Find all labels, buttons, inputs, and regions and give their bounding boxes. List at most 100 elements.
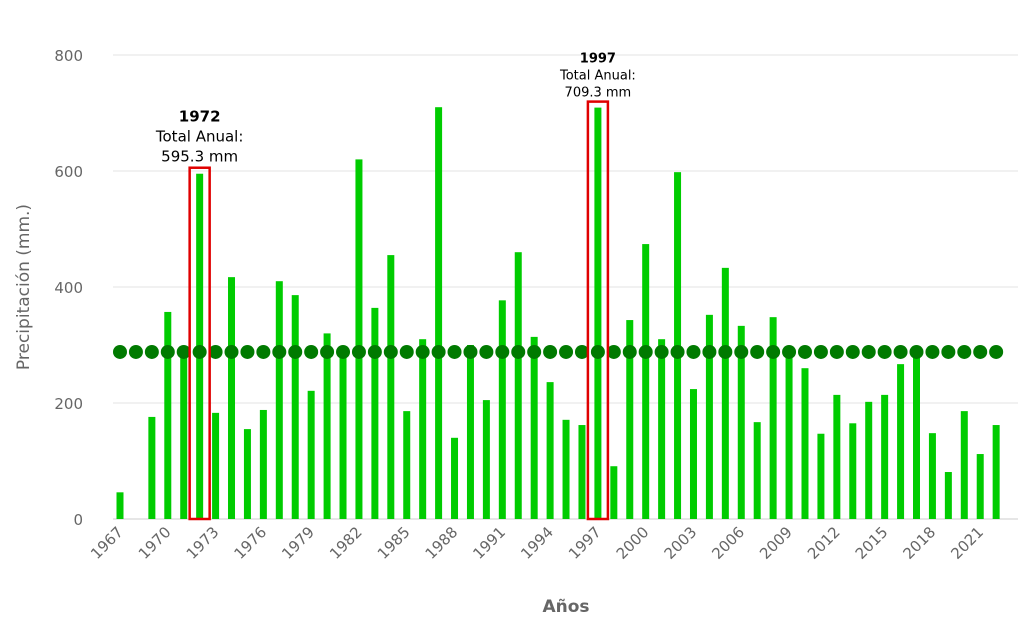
bar-2007 [753, 422, 761, 519]
x-tick-label: 2003 [661, 523, 701, 563]
average-marker [351, 344, 366, 359]
y-tick-label: 800 [54, 47, 83, 65]
bar-2003 [689, 389, 697, 519]
average-marker [654, 344, 669, 359]
bar-1997 [594, 107, 602, 519]
bar-1994 [546, 382, 554, 519]
y-tick-label: 600 [54, 163, 83, 181]
x-tick-label: 1976 [230, 523, 270, 563]
average-marker [590, 344, 605, 359]
annotation-year: 1997 [580, 52, 616, 67]
bar-2000 [642, 244, 650, 519]
bar-2021 [976, 454, 984, 519]
bar-1999 [626, 320, 634, 519]
bar-1971 [180, 353, 188, 519]
average-marker [941, 344, 956, 359]
x-tick-label: 2000 [613, 523, 653, 563]
bar-2015 [881, 394, 889, 519]
bar-2009 [785, 353, 793, 519]
bar-1970 [164, 311, 172, 519]
bar-1989 [466, 345, 474, 519]
average-marker [766, 344, 781, 359]
bar-2010 [801, 368, 809, 519]
average-marker [176, 344, 191, 359]
average-marker [320, 344, 335, 359]
average-marker [559, 344, 574, 359]
average-marker [447, 344, 462, 359]
bar-2014 [865, 401, 873, 519]
y-axis-ticks: 0 200 400 600 800 [54, 47, 83, 529]
average-marker [622, 344, 637, 359]
average-marker [702, 344, 717, 359]
average-marker [288, 344, 303, 359]
average-marker [989, 344, 1004, 359]
bar-1993 [530, 336, 538, 519]
y-tick-label: 200 [54, 395, 83, 413]
average-marker [845, 344, 860, 359]
average-marker [957, 344, 972, 359]
average-marker [829, 344, 844, 359]
bar-1981 [339, 356, 347, 519]
average-marker [527, 344, 542, 359]
average-marker [638, 344, 653, 359]
bar-2022 [992, 425, 1000, 519]
bar-2012 [833, 394, 841, 519]
bar-1975 [243, 429, 251, 519]
annotations: 1972 Total Anual: 595.3 mm 1997 Total Anual:… [155, 52, 636, 521]
average-marker [909, 344, 924, 359]
bar-2020 [960, 411, 968, 519]
bar-2001 [658, 339, 666, 519]
bar-1977 [275, 281, 283, 519]
bar-1984 [387, 255, 395, 519]
average-marker [208, 344, 223, 359]
x-tick-label: 2009 [756, 523, 796, 563]
average-marker [877, 344, 892, 359]
bar-2017 [913, 356, 920, 519]
bar-1987 [435, 107, 443, 519]
average-marker [782, 344, 797, 359]
average-marker [367, 344, 382, 359]
x-tick-label: 1973 [183, 523, 223, 563]
average-marker [606, 344, 621, 359]
average-marker [511, 344, 526, 359]
average-marker [718, 344, 733, 359]
bar-1978 [291, 295, 299, 519]
average-marker [813, 344, 828, 359]
average-marker [686, 344, 701, 359]
bar-1988 [451, 437, 459, 519]
x-tick-label: 1967 [87, 523, 127, 563]
bar-2004 [705, 314, 713, 519]
x-tick-label: 1994 [517, 523, 557, 563]
x-tick-label: 1982 [326, 523, 366, 563]
x-tick-label: 2018 [900, 523, 940, 563]
average-marker [256, 344, 271, 359]
bar-1996 [578, 425, 586, 519]
average-marker [415, 344, 430, 359]
bar-1973 [212, 412, 220, 519]
annotation-year: 1972 [179, 108, 221, 126]
bar-1967 [116, 492, 124, 519]
bar-1982 [355, 159, 363, 519]
highlight-box-1997 [586, 100, 610, 521]
x-tick-label: 1970 [135, 523, 175, 563]
average-marker [973, 344, 988, 359]
x-axis-ticks: 1967 1970 1973 1976 1979 1982 1985 1988 1991 1994… [87, 523, 987, 563]
average-marker [304, 344, 319, 359]
bar-2018 [928, 433, 936, 519]
average-marker [144, 344, 159, 359]
bar-2013 [849, 423, 857, 519]
average-marker [224, 344, 239, 359]
average-marker [893, 344, 908, 359]
annotation-value: 709.3 mm [565, 86, 632, 101]
bar-1983 [371, 307, 379, 519]
bar-1985 [403, 411, 411, 519]
x-tick-label: 1979 [278, 523, 318, 563]
highlight-box-1972 [188, 166, 211, 521]
average-marker [272, 344, 287, 359]
y-axis-title: Precipitación (mm.) [14, 204, 34, 370]
bar-2008 [769, 317, 777, 519]
average-marker [750, 344, 765, 359]
x-axis-title: Años [542, 597, 589, 617]
average-marker [160, 344, 175, 359]
bar-1976 [259, 409, 267, 519]
